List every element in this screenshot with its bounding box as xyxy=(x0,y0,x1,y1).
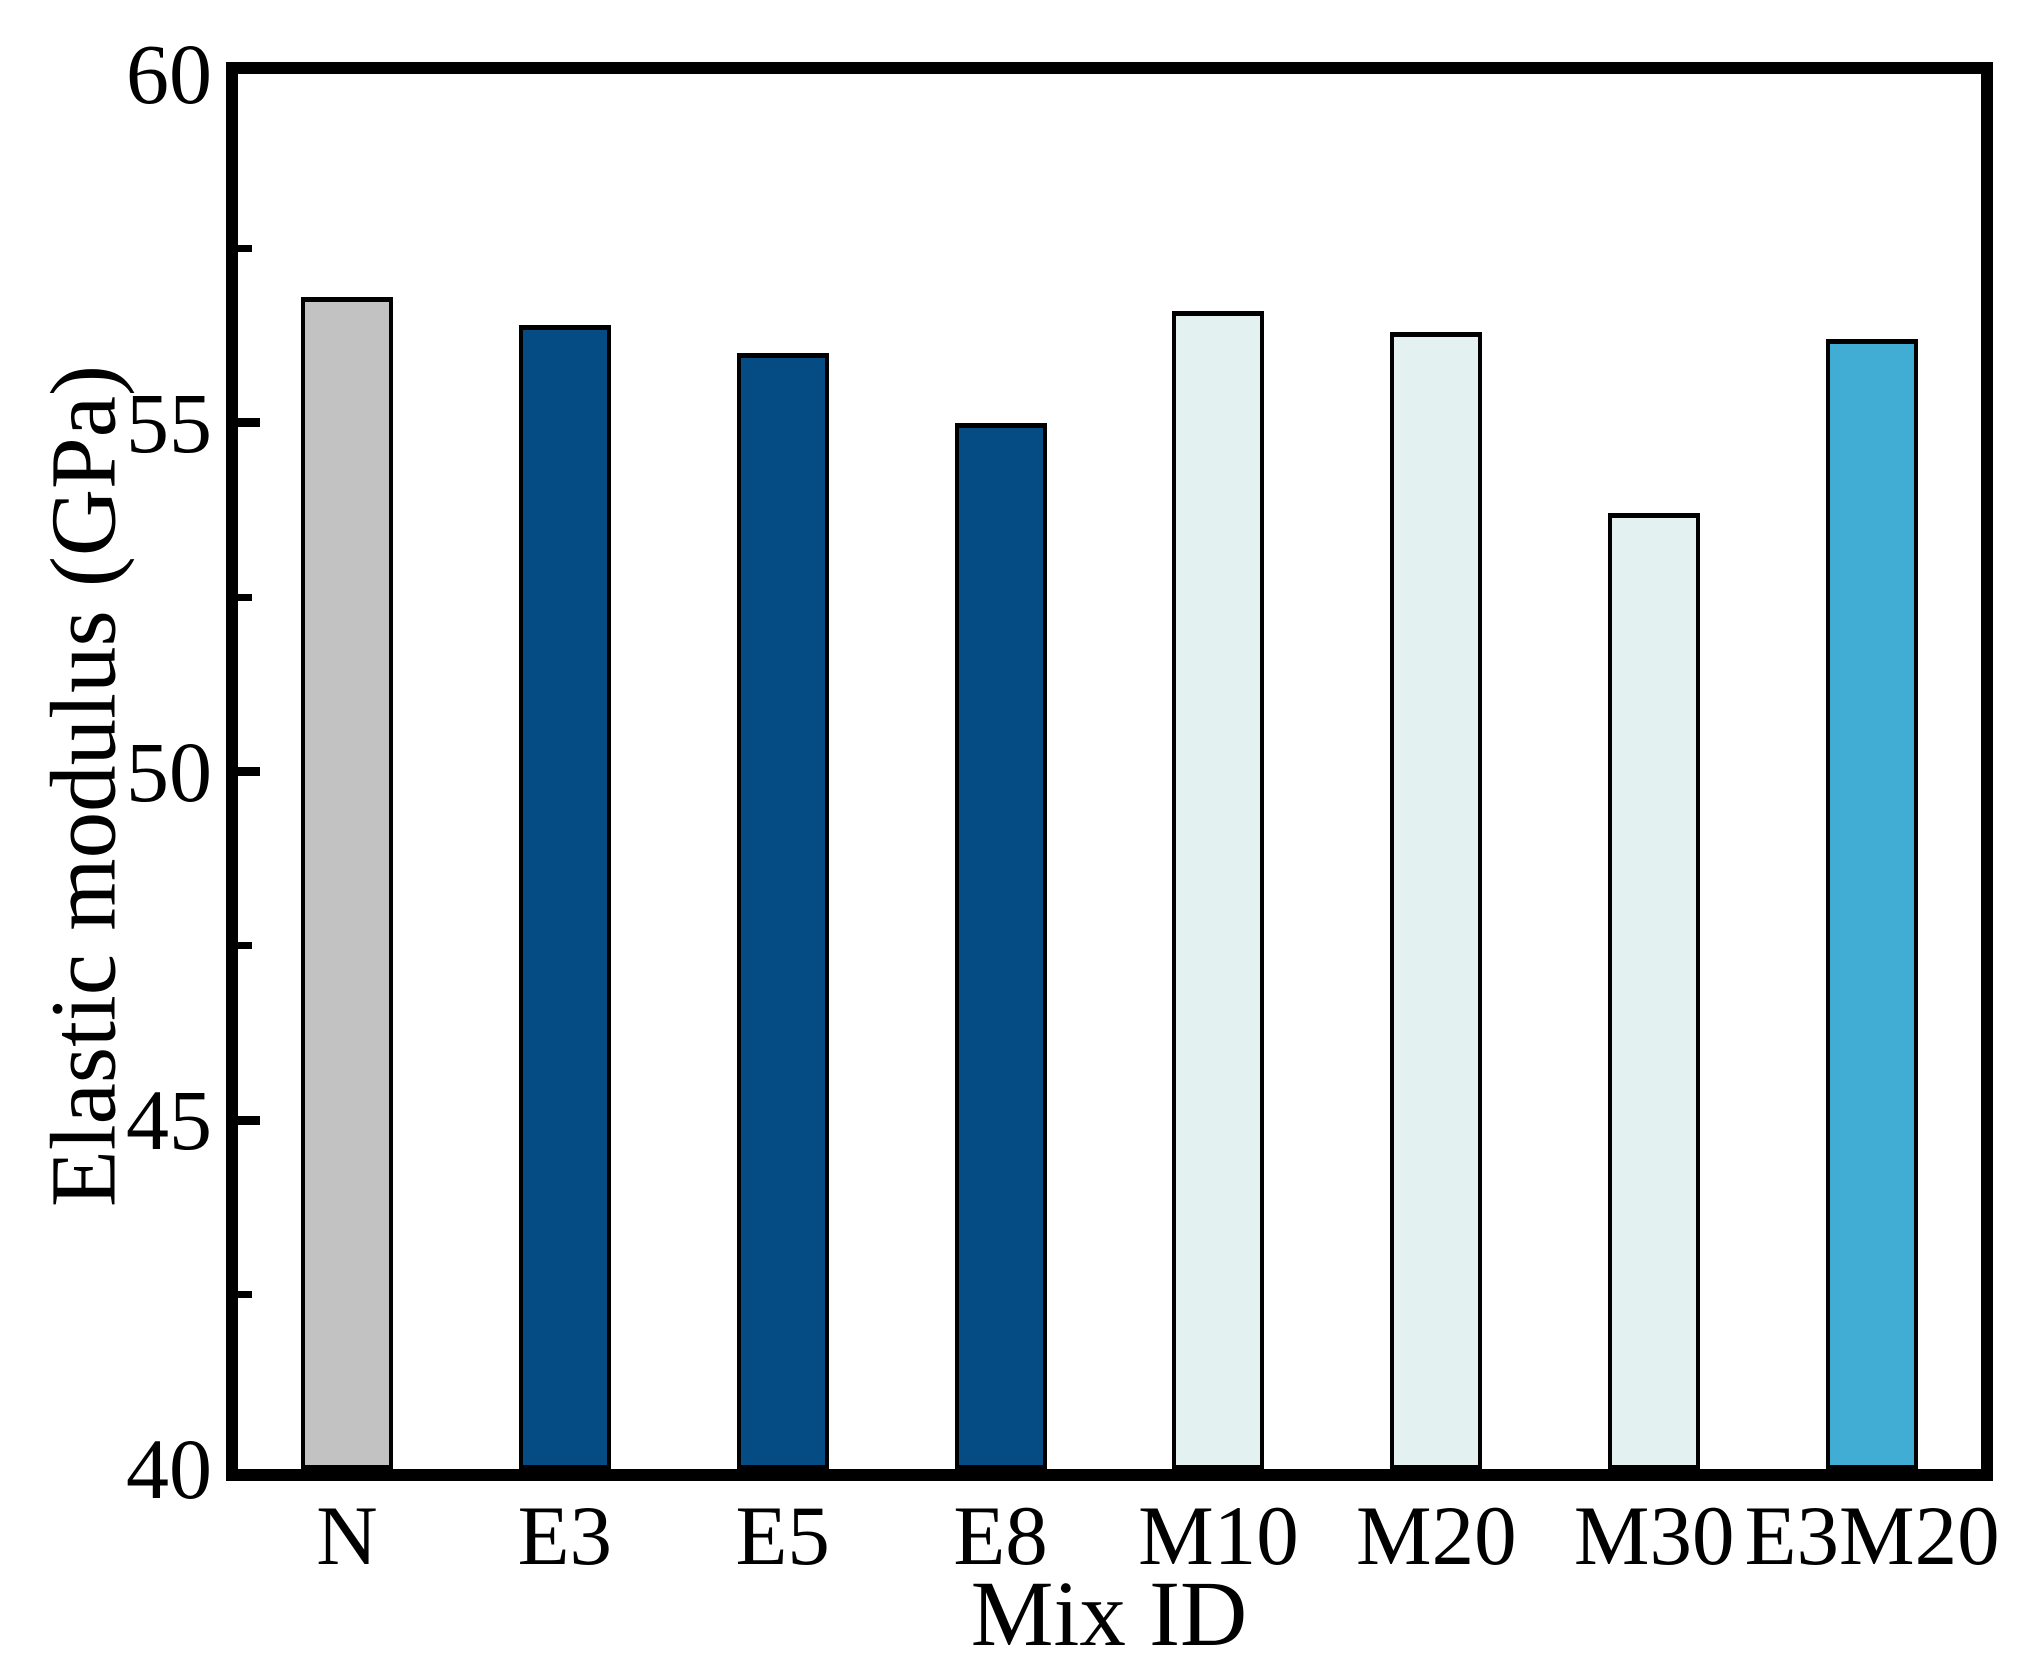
y-minor-tick-47.5 xyxy=(238,942,252,950)
y-major-tick-50 xyxy=(238,767,260,776)
x-tick-label-N: N xyxy=(316,1489,378,1583)
y-minor-tick-42.5 xyxy=(238,1291,252,1299)
y-tick-label-45: 45 xyxy=(126,1072,212,1169)
y-tick-label-40: 40 xyxy=(126,1421,212,1517)
y-tick-label-60: 60 xyxy=(126,26,212,122)
x-tick-label-M10: M10 xyxy=(1138,1489,1299,1583)
bar-E3 xyxy=(518,325,611,1469)
x-tick-label-E3M20: E3M20 xyxy=(1744,1489,2000,1583)
y-minor-tick-52.5 xyxy=(238,593,252,601)
bar-M10 xyxy=(1172,311,1265,1469)
x-tick-label-E3: E3 xyxy=(517,1489,613,1583)
bar-M20 xyxy=(1390,332,1483,1469)
x-axis-label: Mix ID xyxy=(970,1563,1248,1661)
y-tick-label-50: 50 xyxy=(126,723,212,820)
y-major-tick-45 xyxy=(238,1115,260,1125)
plot-area xyxy=(238,74,1981,1469)
y-tick-label-55: 55 xyxy=(126,374,212,471)
x-tick-label-M30: M30 xyxy=(1573,1489,1735,1583)
x-tick-label-E8: E8 xyxy=(953,1489,1048,1583)
bar-E3M20 xyxy=(1826,339,1919,1469)
x-tick-label-E5: E5 xyxy=(735,1489,830,1583)
y-major-tick-55 xyxy=(238,418,260,428)
y-minor-tick-57.5 xyxy=(238,244,252,252)
x-tick-label-M20: M20 xyxy=(1356,1489,1517,1583)
bar-E5 xyxy=(736,353,829,1469)
bar-E8 xyxy=(954,422,1047,1469)
plot-frame xyxy=(226,62,1993,1481)
bar-M30 xyxy=(1608,513,1701,1469)
bar-N xyxy=(300,297,393,1469)
